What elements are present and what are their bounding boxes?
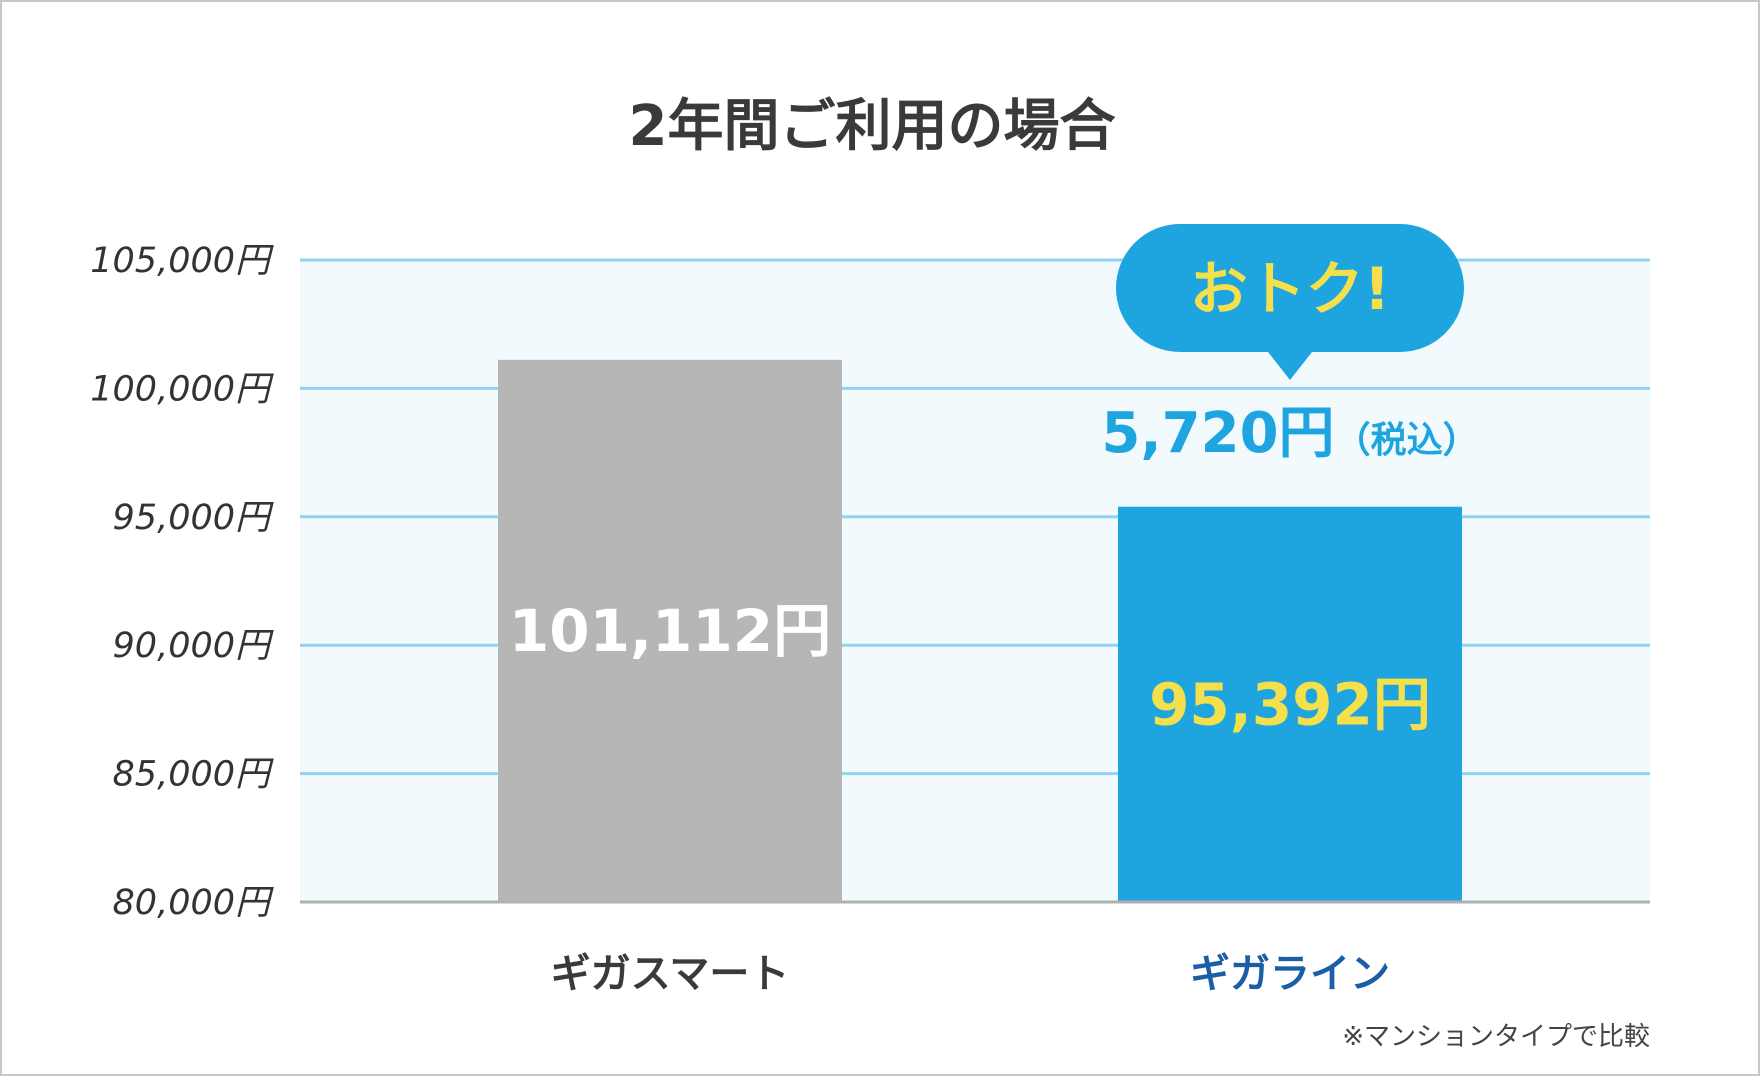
y-axis-ticks: 80,000円 85,000円 90,000円 95,000円 100,000円 105,… [90,241,274,923]
y-tick-label: 105,000円 [90,241,274,281]
x-category-label: ギガスマート [551,951,790,997]
x-axis-categories: ギガスマート ギガライン [551,951,1390,997]
callout-text: おトク! [1190,255,1390,323]
savings-amount: 5,720円（税込） [1101,401,1478,466]
savings-callout: おトク! [1116,224,1464,380]
y-tick-label: 95,000円 [113,498,274,538]
bar-value-label: 101,112円 [509,597,831,665]
bar [1118,506,1462,902]
bars: 101,112円 95,392円 [498,359,1462,902]
bar [498,359,842,902]
y-tick-label: 85,000円 [113,755,274,795]
chart-title: 2年間ご利用の場合 [629,94,1116,159]
savings-suffix: （税込） [1335,420,1479,461]
x-category-label: ギガライン [1190,951,1390,997]
savings-value: 5,720円 [1101,401,1334,466]
callout-bubble [1116,224,1464,380]
y-tick-label: 80,000円 [113,883,274,923]
y-tick-label: 100,000円 [90,369,274,409]
footnote: ※マンションタイプで比較 [1342,1022,1650,1052]
y-tick-label: 90,000円 [113,626,274,666]
bar-value-label: 95,392円 [1149,670,1431,738]
